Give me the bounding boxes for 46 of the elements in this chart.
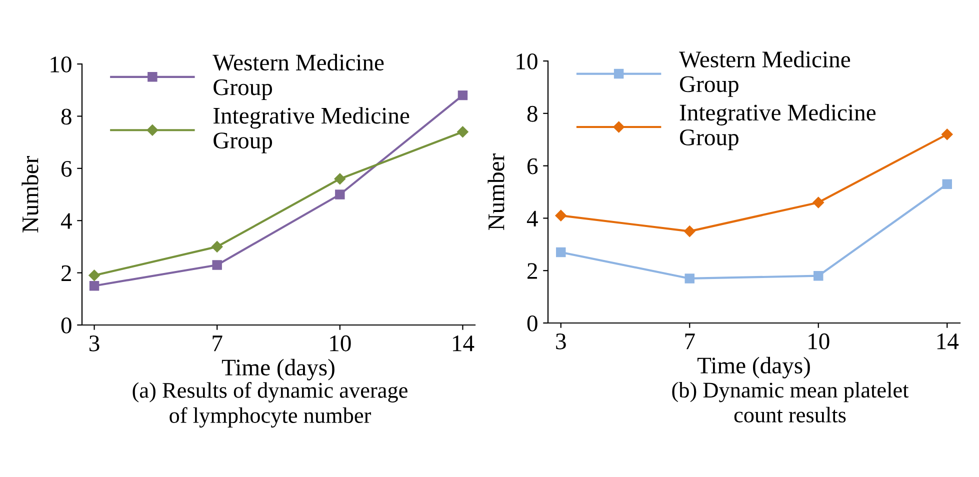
- y-tick-label: 6: [527, 158, 538, 174]
- y-tick-label: 2: [528, 263, 537, 279]
- point: [335, 190, 345, 200]
- x-tick-label: 14: [452, 336, 474, 352]
- x-axis-title: Time (days): [222, 358, 334, 380]
- x-tick-label: 3: [90, 335, 100, 352]
- point: [334, 173, 346, 184]
- x-tick-label: 3: [556, 333, 566, 350]
- point: [814, 270, 824, 281]
- x-tick-label: 10: [808, 333, 830, 350]
- y-tick-label: 0: [527, 315, 538, 332]
- point: [457, 126, 468, 138]
- legend-label: Integrative Medicine Group: [213, 107, 410, 154]
- x-tick-label: 7: [212, 336, 222, 352]
- x-axis-title: Time (days): [697, 356, 810, 378]
- y-tick-label: 4: [526, 210, 538, 226]
- point: [684, 274, 694, 284]
- y-tick-label: 10: [50, 56, 72, 72]
- point: [89, 280, 100, 291]
- y-tick-label: 4: [60, 213, 72, 229]
- y-tick-label: 0: [61, 317, 72, 334]
- text: (b) Dynamic mean platelet count results: [672, 382, 909, 422]
- legend-label: Western Medicine Group: [679, 50, 850, 97]
- point: [556, 247, 566, 258]
- point: [942, 128, 953, 140]
- x-tick-label: 14: [937, 334, 959, 350]
- legend-label: Western Medicine Group: [212, 54, 384, 100]
- y-axis-title: Number: [488, 154, 504, 230]
- legend-label: Integrative Medicine Group: [680, 104, 876, 150]
- x-tick-label: 10: [330, 335, 351, 352]
- point: [942, 179, 952, 189]
- y-tick-label: 6: [61, 160, 72, 177]
- y-tick-label: 8: [61, 108, 72, 125]
- text: (a) Results of dynamic average of lymphocyte number: [132, 382, 408, 428]
- y-tick-label: 2: [62, 265, 71, 281]
- point: [211, 241, 223, 252]
- point: [212, 260, 222, 270]
- point: [88, 270, 100, 282]
- x-tick-label: 7: [685, 334, 695, 350]
- point: [555, 210, 566, 222]
- y-tick-label: 8: [527, 106, 538, 122]
- y-tick-label: 10: [516, 53, 538, 70]
- point: [812, 196, 824, 208]
- point: [684, 226, 696, 237]
- point: [458, 90, 468, 100]
- y-axis-title: Number: [22, 156, 38, 233]
